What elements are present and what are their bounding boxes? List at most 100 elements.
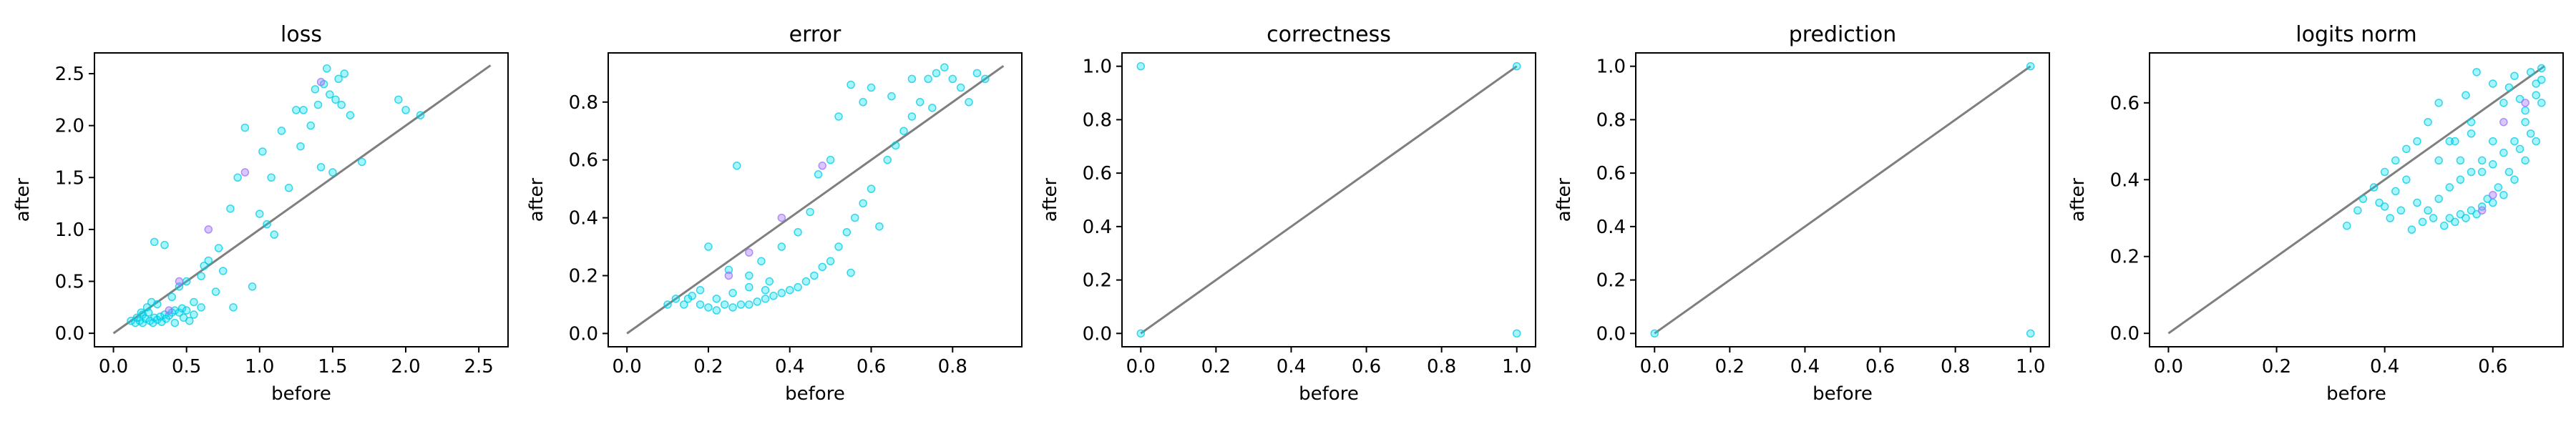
scatter-point bbox=[2537, 64, 2546, 73]
scatter-point-highlight bbox=[204, 225, 213, 234]
scatter-point bbox=[2434, 194, 2443, 203]
scatter-point bbox=[2532, 79, 2540, 88]
scatter-point bbox=[801, 277, 811, 286]
scatter-point bbox=[2402, 144, 2411, 154]
scatter-point bbox=[814, 170, 823, 179]
scatter-point bbox=[214, 244, 223, 252]
y-tick-label: 0.8 bbox=[569, 92, 598, 114]
scatter-point bbox=[728, 289, 737, 297]
scatter-point bbox=[337, 100, 346, 109]
scatter-point bbox=[2396, 206, 2406, 215]
diagonal-line bbox=[1140, 65, 1518, 335]
scatter-point bbox=[197, 303, 205, 312]
scatter-point bbox=[292, 106, 301, 114]
scatter-point bbox=[794, 282, 802, 292]
scatter-point bbox=[2494, 183, 2503, 192]
scatter-point bbox=[2499, 191, 2508, 199]
y-tick-label: 1.0 bbox=[1083, 56, 1112, 78]
plot-title: prediction bbox=[1789, 22, 1897, 47]
scatter-point bbox=[182, 306, 191, 315]
scatter-point bbox=[2434, 156, 2443, 165]
scatter-point bbox=[306, 121, 316, 130]
scatter-point bbox=[233, 173, 242, 182]
x-axis-label: before bbox=[271, 383, 331, 405]
x-tick-label: 0.4 bbox=[1277, 356, 1306, 378]
scatter-point bbox=[2526, 129, 2535, 138]
x-axis-label: before bbox=[1299, 383, 1359, 405]
scatter-point bbox=[2418, 217, 2427, 227]
scatter-point bbox=[296, 142, 305, 151]
scatter-point bbox=[2515, 94, 2524, 104]
scatter-point bbox=[842, 228, 852, 237]
plot-panel-3: 0.0 0.2 0.4 0.6 0.8 1.0 0.0 0.2 0.4 0.6 0.8 1.0 pred… bbox=[1553, 22, 2050, 405]
scatter-point bbox=[765, 277, 774, 286]
scatter-point bbox=[948, 74, 957, 84]
scatter-point bbox=[753, 297, 761, 306]
plot-panel-2: 0.0 0.2 0.4 0.6 0.8 1.0 0.0 0.2 0.4 0.6 0.8 1.0 corr… bbox=[1040, 22, 1536, 405]
y-tick-label: 2.5 bbox=[55, 64, 84, 85]
scatter-point bbox=[2462, 214, 2470, 222]
scatter-point bbox=[2369, 183, 2379, 192]
plot-title: logits norm bbox=[2296, 22, 2416, 47]
scatter-point bbox=[757, 257, 766, 266]
scatter-point bbox=[2358, 194, 2368, 203]
scatter-point bbox=[956, 83, 965, 92]
scatter-point bbox=[981, 74, 990, 84]
scatter-point bbox=[704, 303, 713, 312]
scatter-point bbox=[785, 285, 794, 295]
x-tick-label: 1.0 bbox=[2016, 356, 2045, 378]
x-tick-label: 0.6 bbox=[2478, 356, 2507, 378]
scatter-point-highlight bbox=[818, 162, 826, 170]
scatter-point bbox=[745, 282, 753, 292]
scatter-point-highlight bbox=[165, 306, 173, 315]
scatter-point-highlight bbox=[2499, 117, 2508, 127]
scatter-point bbox=[2537, 75, 2546, 84]
scatter-point bbox=[834, 112, 843, 121]
scatter-point bbox=[834, 242, 843, 251]
y-tick-label: 0.5 bbox=[55, 272, 84, 293]
scatter-point bbox=[322, 64, 331, 73]
scatter-point bbox=[728, 303, 737, 312]
scatter-point bbox=[761, 295, 770, 303]
scatter-point bbox=[346, 111, 355, 119]
scatter-point bbox=[2483, 194, 2492, 203]
x-tick-label: 0.0 bbox=[99, 356, 128, 378]
y-tick-label: 1.5 bbox=[55, 167, 84, 189]
scatter-point bbox=[891, 141, 900, 150]
y-tick-label: 0.6 bbox=[1596, 163, 1626, 184]
scatter-point-highlight bbox=[777, 213, 786, 222]
x-tick-label: 0.2 bbox=[1715, 356, 1745, 378]
x-tick-label: 0.0 bbox=[612, 356, 641, 378]
scatter-point bbox=[2510, 175, 2519, 184]
scatter-point-highlight bbox=[724, 271, 733, 280]
scatter-point bbox=[226, 204, 235, 213]
scatter-point bbox=[200, 261, 208, 270]
diagonal-line bbox=[112, 64, 492, 335]
y-tick-label: 0.0 bbox=[1083, 323, 1112, 345]
scatter-point bbox=[2434, 99, 2443, 107]
scatter-point-highlight bbox=[175, 277, 184, 286]
scatter-point bbox=[1136, 61, 1146, 71]
scatter-point bbox=[2489, 160, 2497, 169]
scatter-point bbox=[2407, 225, 2416, 234]
scatter-point-highlight bbox=[240, 168, 250, 177]
y-tick-label: 0.6 bbox=[2110, 93, 2140, 114]
y-tick-label: 0.2 bbox=[2110, 247, 2140, 268]
scatter-point bbox=[2380, 202, 2389, 211]
scatter-point bbox=[704, 242, 713, 251]
scatter-point bbox=[826, 155, 835, 164]
scatter-point bbox=[2445, 214, 2454, 222]
scatter-point bbox=[150, 237, 159, 247]
scatter-point bbox=[2375, 198, 2384, 207]
scatter-point bbox=[167, 292, 176, 302]
scatter-point bbox=[1512, 329, 1521, 338]
scatter-point bbox=[745, 271, 753, 280]
scatter-point bbox=[745, 300, 753, 309]
axes-frame bbox=[1635, 52, 2050, 347]
diagonal-line bbox=[626, 64, 1005, 335]
scatter-point bbox=[229, 303, 238, 312]
scatter-point bbox=[326, 90, 334, 99]
x-tick-label: 0.0 bbox=[2154, 356, 2183, 378]
x-tick-label: 0.2 bbox=[2262, 356, 2291, 378]
y-tick-label: 1.0 bbox=[55, 220, 84, 241]
